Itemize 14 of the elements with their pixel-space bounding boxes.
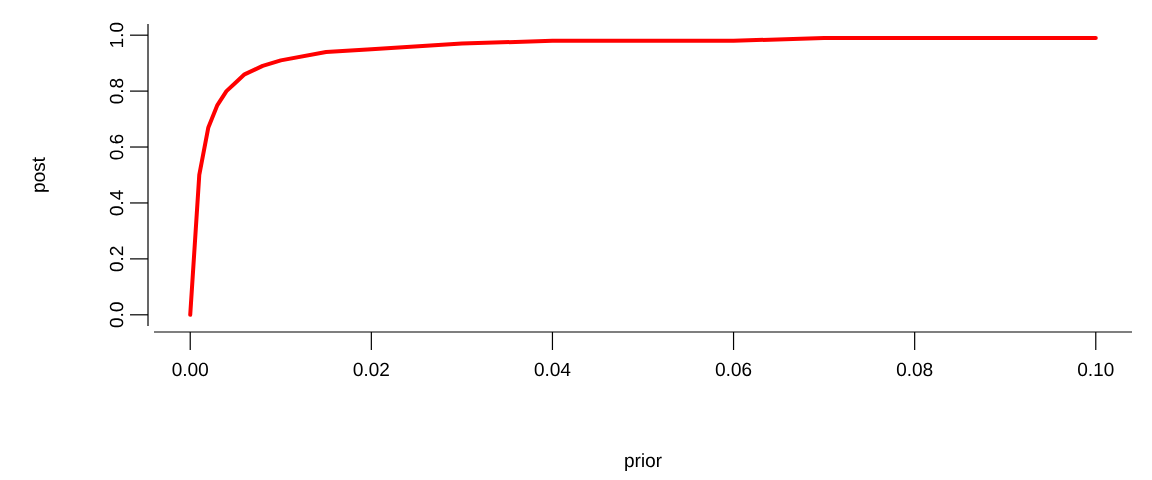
y-tick-label: 0.0: [109, 302, 124, 328]
x-tick-label: 0.04: [534, 362, 571, 377]
y-tick-label: 0.6: [109, 134, 124, 160]
x-tick-label: 0.08: [896, 362, 933, 377]
y-tick-label: 0.4: [109, 190, 124, 216]
y-tick-label: 0.2: [109, 246, 124, 272]
x-tick-label: 0.10: [1078, 362, 1114, 377]
y-axis-title: post: [32, 157, 49, 192]
x-tick-label: 0.00: [172, 362, 208, 377]
y-tick-label: 1.0: [109, 22, 124, 47]
y-tick-label: 0.8: [109, 78, 124, 104]
x-tick-label: 0.02: [353, 362, 389, 377]
x-tick-label: 0.06: [715, 362, 752, 377]
x-axis-title: prior: [625, 453, 662, 471]
